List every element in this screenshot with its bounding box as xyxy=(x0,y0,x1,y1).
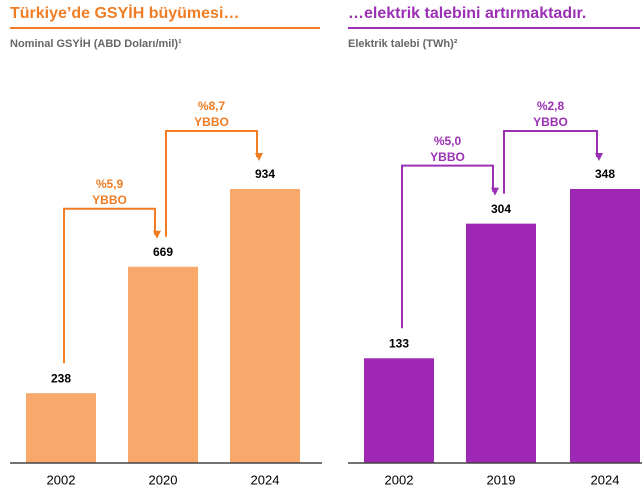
value-label: 934 xyxy=(255,167,275,181)
annotation: %2,8 xyxy=(537,99,565,113)
bar xyxy=(466,223,536,463)
chart-subtitle: Nominal GSYİH (ABD Doları/mil)¹ xyxy=(10,37,182,50)
annotation: YBBO xyxy=(194,115,229,129)
annotation: %5,9 xyxy=(96,177,124,191)
bar xyxy=(230,189,300,463)
growth-bracket xyxy=(401,164,499,329)
growth-bracket xyxy=(63,207,161,364)
growth-bracket xyxy=(503,130,603,194)
bar xyxy=(570,189,640,463)
annotation: YBBO xyxy=(533,115,568,129)
growth-bracket xyxy=(165,130,263,237)
annotation: YBBO xyxy=(92,193,127,207)
x-tick-label: 2002 xyxy=(385,472,414,487)
value-label: 304 xyxy=(491,202,511,216)
annotation: YBBO xyxy=(430,150,465,164)
annotation: %5,0 xyxy=(434,134,462,148)
chart-subtitle: Elektrik talebi (TWh)² xyxy=(348,38,458,50)
x-tick-label: 2019 xyxy=(487,472,516,487)
x-tick-label: 2024 xyxy=(591,472,620,487)
value-label: 238 xyxy=(51,371,71,385)
chart-title: Türkiye’de GSYİH büyümesi… xyxy=(10,4,239,22)
x-tick-label: 2020 xyxy=(149,472,178,487)
value-label: 669 xyxy=(153,245,173,259)
value-label: 348 xyxy=(595,167,615,181)
bar xyxy=(128,266,198,463)
bar xyxy=(364,358,434,463)
bar xyxy=(26,393,96,463)
x-tick-label: 2002 xyxy=(47,472,76,487)
chart-title: …elektrik talebini artırmaktadır. xyxy=(348,5,586,22)
annotation: %8,7 xyxy=(198,99,226,113)
value-label: 133 xyxy=(389,336,409,350)
x-tick-label: 2024 xyxy=(251,472,280,487)
